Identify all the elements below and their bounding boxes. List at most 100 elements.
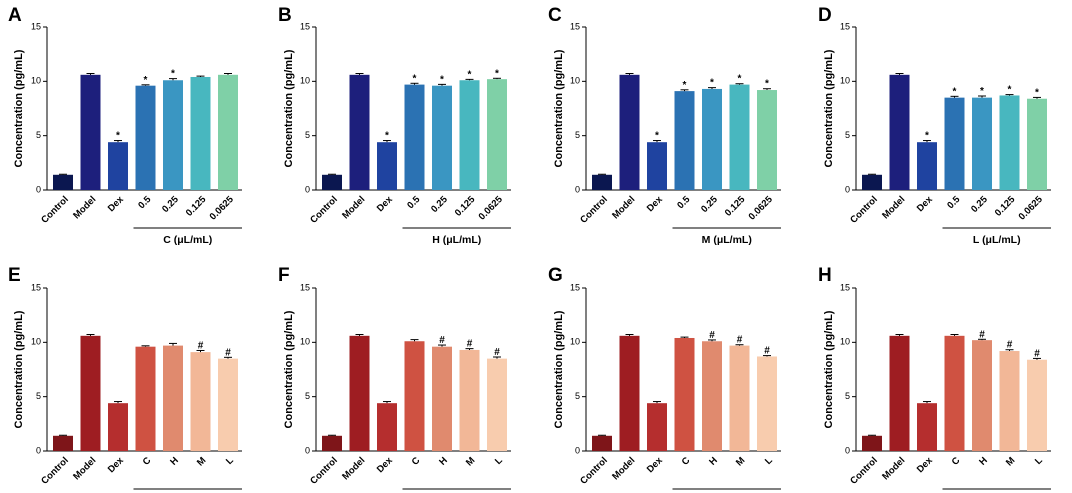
bar-control <box>322 435 342 451</box>
panel-c: C Concentration (pg/mL) 0 5 10 15 Control Model… <box>548 5 781 246</box>
y-tick-label: 10 <box>840 337 850 347</box>
panel-letter: H <box>818 265 832 286</box>
x-tick-label: Control <box>308 455 340 487</box>
bar-control <box>862 435 882 451</box>
bar-c <box>404 341 425 451</box>
bar-m <box>190 352 211 451</box>
y-tick-label: 0 <box>36 445 41 455</box>
x-tick-label: 0.0625 <box>1017 194 1046 223</box>
bar-l <box>1027 359 1047 451</box>
bar-control <box>322 174 342 190</box>
y-axis-title: Concentration (pg/mL) <box>13 49 25 167</box>
significance-marker: * <box>171 69 175 80</box>
bar-h <box>432 346 452 451</box>
bar-dex <box>647 403 667 451</box>
x-tick-label: Model <box>71 455 98 482</box>
significance-marker: * <box>440 74 444 85</box>
significance-marker: * <box>953 86 957 97</box>
x-tick-label: L <box>493 455 505 467</box>
y-tick-label: 5 <box>36 130 41 140</box>
x-tick-label: L <box>763 455 775 467</box>
bar-l <box>757 356 777 451</box>
bar-dex <box>917 142 937 190</box>
bar-0-125 <box>459 80 480 190</box>
x-tick-label: 0.0625 <box>747 194 776 223</box>
bar-m <box>729 345 750 451</box>
panel-b: B Concentration (pg/mL) 0 5 10 15 Control Model… <box>278 5 511 246</box>
x-tick-label: 0.25 <box>429 194 450 215</box>
y-axis-title: Concentration (pg/mL) <box>553 49 565 167</box>
x-tick-label: Dex <box>645 194 666 215</box>
significance-marker: # <box>225 347 231 358</box>
bar-h <box>163 345 183 451</box>
x-tick-label: 0.25 <box>969 194 990 215</box>
significance-marker: * <box>495 68 499 79</box>
x-tick-label: 0.5 <box>136 194 154 212</box>
panel-letter: B <box>278 5 292 26</box>
x-tick-label: Dex <box>375 194 396 215</box>
y-tick-label: 5 <box>845 130 850 140</box>
x-tick-label: 0.125 <box>184 194 209 219</box>
bar-0-25 <box>432 85 452 190</box>
significance-marker: * <box>385 131 389 142</box>
significance-marker: # <box>764 346 770 357</box>
bar-h <box>972 340 992 451</box>
x-tick-label: H <box>168 455 181 468</box>
x-tick-label: Model <box>340 455 367 482</box>
x-tick-label: M <box>734 455 747 468</box>
bar-control <box>862 174 882 190</box>
panel-d: D Concentration (pg/mL) 0 5 10 15 Control Model… <box>818 5 1051 246</box>
y-axis-title: Concentration (pg/mL) <box>823 310 835 428</box>
significance-marker: * <box>710 78 714 89</box>
x-tick-label: Dex <box>106 194 127 215</box>
bar-m <box>999 351 1020 451</box>
bar-0-0625 <box>487 79 507 190</box>
bar-dex <box>377 403 397 451</box>
x-tick-label: Model <box>71 194 98 221</box>
bar-0-25 <box>702 88 722 190</box>
group-label: H (μL/mL) <box>432 234 481 246</box>
y-tick-label: 15 <box>570 21 580 31</box>
y-tick-label: 10 <box>570 76 580 86</box>
panel-h: H Concentration (pg/mL) 0 5 10 15 Control Model… <box>818 265 1051 490</box>
bar-0-125 <box>999 95 1020 190</box>
significance-marker: * <box>925 131 929 142</box>
bar-0-5 <box>135 85 156 190</box>
y-tick-label: 15 <box>31 282 41 292</box>
x-tick-label: Control <box>848 455 880 487</box>
bar-dex <box>108 403 128 451</box>
bar-model <box>619 74 640 190</box>
bar-0-0625 <box>1027 98 1047 190</box>
significance-marker: # <box>439 335 445 346</box>
x-tick-label: M <box>195 455 208 468</box>
x-tick-label: Control <box>578 194 610 226</box>
group-label: C (μL/mL) <box>163 234 212 246</box>
significance-marker: # <box>1007 340 1013 351</box>
x-tick-label: Control <box>308 194 340 226</box>
x-tick-label: Dex <box>915 194 936 215</box>
x-tick-label: H <box>437 455 450 468</box>
bar-model <box>80 335 101 451</box>
bar-c <box>944 335 965 451</box>
x-tick-label: M <box>1004 455 1017 468</box>
x-tick-label: Model <box>610 455 637 482</box>
significance-marker: * <box>468 69 472 80</box>
x-tick-label: Dex <box>106 455 127 476</box>
significance-marker: * <box>655 131 659 142</box>
x-tick-label: C <box>680 455 693 468</box>
significance-marker: * <box>765 79 769 90</box>
x-tick-label: 0.125 <box>993 194 1018 219</box>
x-tick-label: M <box>464 455 477 468</box>
x-tick-label: 0.0625 <box>208 194 237 223</box>
y-tick-label: 5 <box>575 130 580 140</box>
x-tick-label: Control <box>39 194 71 226</box>
y-tick-label: 10 <box>31 337 41 347</box>
y-tick-label: 5 <box>305 130 310 140</box>
bar-0-25 <box>163 80 183 190</box>
y-tick-label: 10 <box>31 76 41 86</box>
significance-marker: # <box>737 335 743 346</box>
significance-marker: # <box>467 339 473 350</box>
bar-0-5 <box>404 84 425 190</box>
bar-l <box>487 358 507 451</box>
